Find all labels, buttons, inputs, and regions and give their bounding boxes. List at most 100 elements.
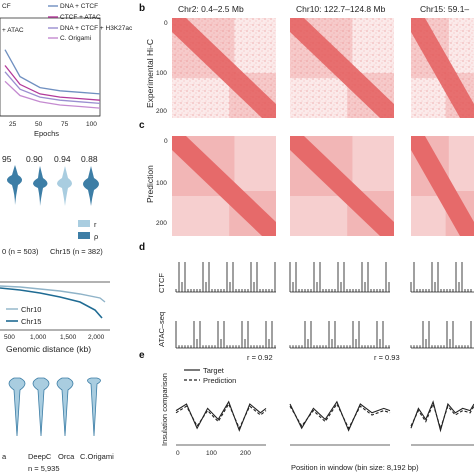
distance-decay-panel: Chr10 Chr15 500 1,000 1,500 2,000 Genomi… xyxy=(0,281,110,354)
violin-b-rho xyxy=(83,166,99,206)
hic-title-3: Chr15: 59.1– xyxy=(420,4,469,14)
ins-tick-0: 0 xyxy=(176,450,180,457)
decay-tick-4: 2,000 xyxy=(88,334,105,341)
hic-domain-a-1-2 xyxy=(290,18,353,78)
svg-text:0: 0 xyxy=(164,20,168,27)
method-label-orca: Orca xyxy=(58,452,75,461)
r-value-2: r = 0.93 xyxy=(374,353,400,362)
svg-text:200: 200 xyxy=(156,108,167,115)
violin-a xyxy=(8,377,26,437)
legend-corigami: C. Origami xyxy=(60,35,91,42)
hic-diagonal-2-3 xyxy=(411,136,474,236)
training-line-1 xyxy=(4,49,101,95)
hic-domain-a-1-1 xyxy=(172,18,235,78)
legend-ctcf-atac: CTCF + ATAC xyxy=(60,14,101,21)
legend-rho: ρ xyxy=(94,232,98,241)
svg-text:0: 0 xyxy=(164,138,168,145)
training-line-4 xyxy=(4,80,101,109)
training-legend: CF + ATAC DNA + CTCF CTCF + ATAC DNA + C… xyxy=(2,3,133,42)
legend-r: r xyxy=(94,220,97,229)
genomic-distance-label: Genomic distance (kb) xyxy=(6,344,91,354)
method-label-corigami: C.Origami xyxy=(80,452,114,461)
legend-swatch-r xyxy=(78,220,90,227)
legend-h3k27ac: DNA + CTCF + H3K27ac xyxy=(60,25,133,32)
method-violins-panel: a DeepC Orca C.Origami n = 5,935 xyxy=(2,377,114,473)
hic-title-2: Chr10: 122.7–124.8 Mb xyxy=(296,4,386,14)
training-curves-panel: CF + ATAC DNA + CTCF CTCF + ATAC DNA + C… xyxy=(0,3,133,138)
ins-line-2-prediction xyxy=(289,402,391,430)
legend-dna-ctcf: DNA + CTCF xyxy=(60,3,98,10)
correlation-violins-panel: 95 0.90 0.94 0.88 r ρ 0 (n = 503) Chr15 … xyxy=(2,154,103,256)
hic-domain-a-2-1 xyxy=(172,136,235,196)
svg-text:100: 100 xyxy=(156,180,167,187)
hic-domain-a-2-3 xyxy=(411,136,449,196)
value-1: 95 xyxy=(2,154,12,164)
training-line-2 xyxy=(4,65,101,101)
ins-tick-200: 200 xyxy=(240,450,251,457)
violin-deepc xyxy=(32,377,50,437)
n-label: n = 5,935 xyxy=(28,464,60,473)
method-label-deepc: DeepC xyxy=(28,452,52,461)
atac-label: ATAC–seq xyxy=(157,312,166,347)
violin-orca xyxy=(56,377,74,437)
method-label-a: a xyxy=(2,452,7,461)
ins-line-1-prediction xyxy=(175,402,267,430)
violin-corigami xyxy=(87,377,101,437)
hic-title-1: Chr2: 0.4–2.5 Mb xyxy=(178,4,244,14)
training-line-3 xyxy=(4,71,101,105)
hic-domain-a-1-3 xyxy=(411,18,449,78)
epoch-tick-75: 75 xyxy=(61,121,69,128)
hic-yticks: 0 100 200 0 100 200 xyxy=(156,20,168,227)
value-3: 0.94 xyxy=(54,154,71,164)
ins-tick-100: 100 xyxy=(206,450,217,457)
panel-letter-c: c xyxy=(139,120,145,131)
legend-partial-2: + ATAC xyxy=(2,27,24,34)
svg-text:200: 200 xyxy=(156,220,167,227)
value-2: 0.90 xyxy=(26,154,43,164)
legend-target: Target xyxy=(203,366,225,375)
epoch-tick-25: 25 xyxy=(9,121,17,128)
violin-a-r xyxy=(7,165,22,205)
epoch-tick-100: 100 xyxy=(86,121,97,128)
hic-domain-b-1-3 xyxy=(445,73,474,118)
legend-swatch-rho xyxy=(78,232,90,239)
violin-a-rho xyxy=(33,166,48,206)
ins-line-3-prediction xyxy=(410,402,474,430)
decay-line-chr10 xyxy=(0,285,106,303)
epoch-tick-50: 50 xyxy=(35,121,43,128)
decay-line-chr15 xyxy=(0,287,103,319)
value-4: 0.88 xyxy=(81,154,98,164)
hic-diagonal-2-2 xyxy=(290,136,394,236)
hic-domain-a-2-2 xyxy=(290,136,353,196)
decay-tick-1: 500 xyxy=(4,334,15,341)
ins-xlabel: Position in window (bin size: 8,192 bp) xyxy=(291,463,419,472)
legend-chr10: Chr10 xyxy=(21,305,41,314)
hic-diagonal-1-2 xyxy=(290,18,394,118)
panel-letter-d: d xyxy=(139,242,145,253)
decay-tick-2: 1,000 xyxy=(30,334,47,341)
hic-diagonal-1-3 xyxy=(411,18,474,118)
insulation-ylabel: Insulation comparison xyxy=(160,373,169,446)
violin-label-1: 0 (n = 503) xyxy=(2,247,39,256)
svg-text:100: 100 xyxy=(156,70,167,77)
hic-domain-b-1-1 xyxy=(229,73,276,118)
legend-partial-1: CF xyxy=(2,3,11,10)
hic-domain-b-2-1 xyxy=(229,191,276,236)
prediction-label: Prediction xyxy=(145,165,155,203)
hic-domain-b-2-3 xyxy=(445,191,474,236)
hic-diagonal-2-1 xyxy=(172,136,276,236)
hic-domain-b-1-2 xyxy=(347,73,394,118)
hic-diagonal-1-1 xyxy=(172,18,276,118)
signal-tracks xyxy=(175,262,474,349)
r-value-1: r = 0.92 xyxy=(247,353,273,362)
panel-letter-e: e xyxy=(139,350,145,361)
insulation-curves xyxy=(175,400,474,446)
ins-line-2-target xyxy=(289,400,391,432)
violin-b-r xyxy=(57,166,72,206)
legend-chr15: Chr15 xyxy=(21,317,41,326)
violin-label-2: Chr15 (n = 382) xyxy=(50,247,103,256)
experimental-hic-label: Experimental Hi-C xyxy=(145,39,155,108)
ins-line-3-target xyxy=(410,400,474,433)
hic-domain-b-2-2 xyxy=(347,191,394,236)
